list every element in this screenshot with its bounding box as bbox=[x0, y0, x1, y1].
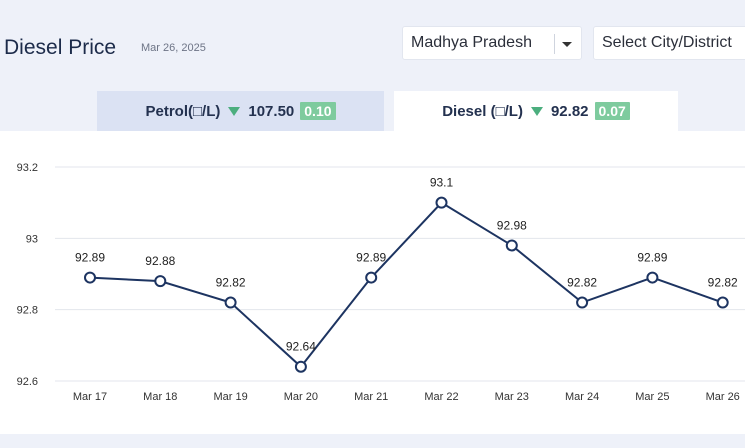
data-point[interactable] bbox=[154, 275, 167, 288]
data-label: 92.82 bbox=[708, 276, 738, 290]
price-down-icon bbox=[228, 106, 241, 116]
state-select[interactable]: Madhya Pradesh bbox=[402, 26, 582, 60]
city-select-value: Select City/District bbox=[602, 34, 732, 51]
data-point[interactable] bbox=[365, 271, 378, 284]
data-point[interactable] bbox=[646, 271, 659, 284]
price-date: Mar 26, 2025 bbox=[141, 42, 206, 54]
city-select[interactable]: Select City/District bbox=[593, 26, 745, 60]
diesel-change-badge: 0.07 bbox=[594, 102, 630, 120]
data-label: 92.64 bbox=[286, 340, 316, 354]
data-label: 92.89 bbox=[356, 251, 386, 265]
y-tick-label: 93 bbox=[26, 233, 38, 245]
tab-diesel[interactable]: Diesel (□/L) 92.82 0.07 bbox=[394, 91, 678, 131]
data-label: 92.89 bbox=[637, 251, 667, 265]
data-label: 92.89 bbox=[75, 251, 105, 265]
x-tick-label: Mar 22 bbox=[424, 391, 458, 403]
data-label: 92.82 bbox=[216, 276, 246, 290]
x-tick-label: Mar 25 bbox=[635, 391, 669, 403]
x-tick-label: Mar 21 bbox=[354, 391, 388, 403]
x-tick-label: Mar 19 bbox=[213, 391, 247, 403]
page-title: Diesel Price bbox=[4, 36, 117, 59]
chevron-down-icon[interactable] bbox=[562, 42, 572, 47]
x-tick-label: Mar 24 bbox=[565, 391, 599, 403]
bottom-strip bbox=[0, 434, 745, 448]
data-point[interactable] bbox=[435, 196, 448, 209]
x-tick-label: Mar 18 bbox=[143, 391, 177, 403]
petrol-change-badge: 0.10 bbox=[300, 102, 336, 120]
y-tick-label: 92.8 bbox=[17, 305, 38, 317]
y-tick-label: 93.2 bbox=[17, 162, 38, 174]
data-label: 92.88 bbox=[145, 254, 175, 268]
price-down-icon bbox=[530, 106, 543, 116]
diesel-price-line bbox=[89, 201, 724, 369]
data-point[interactable] bbox=[224, 296, 237, 309]
data-label: 92.82 bbox=[567, 276, 597, 290]
page-header: Diesel Price Mar 26, 2025 Madhya Pradesh… bbox=[0, 0, 745, 90]
chart-panel: 92.6 92.8 93 93.2 Mar 17 Mar 18 Mar 19 Mar 20 M… bbox=[0, 131, 745, 434]
data-point[interactable] bbox=[505, 239, 518, 252]
price-line-chart: 92.6 92.8 93 93.2 Mar 17 Mar 18 Mar 19 Mar 20 M… bbox=[17, 162, 745, 403]
petrol-tab-label: Petrol(□/L) bbox=[145, 102, 221, 120]
tab-petrol[interactable]: Petrol(□/L) 107.50 0.10 bbox=[97, 91, 384, 131]
select-divider bbox=[554, 34, 555, 54]
diesel-price: 92.82 bbox=[550, 102, 589, 120]
x-tick-label: Mar 26 bbox=[706, 391, 740, 403]
x-tick-label: Mar 23 bbox=[495, 391, 529, 403]
x-tick-label: Mar 17 bbox=[73, 391, 107, 403]
petrol-price: 107.50 bbox=[248, 102, 295, 120]
data-point[interactable] bbox=[84, 271, 96, 284]
data-label: 93.1 bbox=[430, 176, 454, 190]
data-point[interactable] bbox=[576, 296, 589, 309]
data-point[interactable] bbox=[716, 296, 729, 309]
y-tick-label: 92.6 bbox=[17, 376, 38, 388]
data-label: 92.98 bbox=[497, 218, 527, 232]
data-point[interactable] bbox=[294, 360, 307, 373]
diesel-tab-label: Diesel (□/L) bbox=[442, 102, 523, 120]
state-select-value: Madhya Pradesh bbox=[411, 34, 532, 51]
x-tick-label: Mar 20 bbox=[284, 391, 318, 403]
